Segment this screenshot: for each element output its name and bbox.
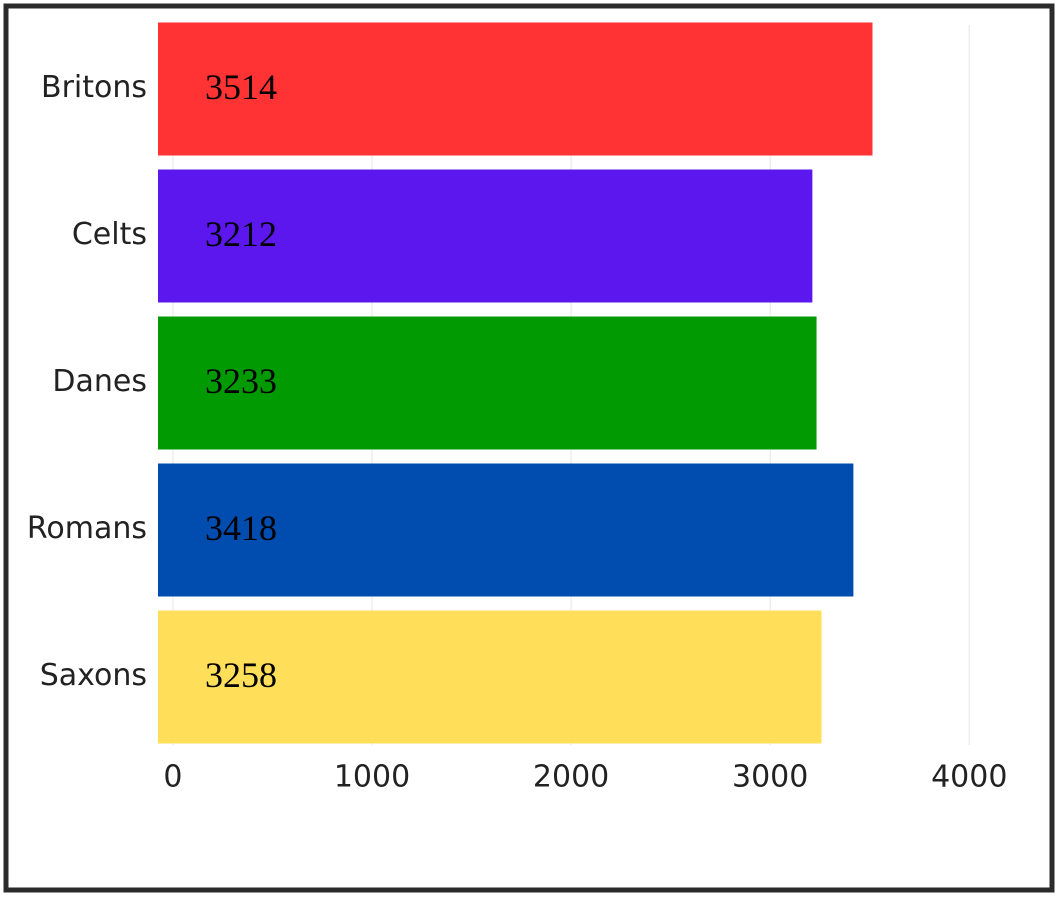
x-tick-label: 2000 bbox=[533, 760, 609, 795]
x-tick-label: 1000 bbox=[334, 760, 410, 795]
value-label: 3258 bbox=[205, 655, 277, 695]
y-tick-label: Danes bbox=[52, 364, 147, 399]
y-tick-label: Britons bbox=[41, 70, 147, 105]
bar bbox=[158, 22, 873, 156]
x-tick-label: 0 bbox=[163, 760, 182, 795]
value-label: 3418 bbox=[205, 508, 277, 548]
bar bbox=[158, 463, 854, 597]
y-tick-label: Celts bbox=[72, 217, 147, 252]
value-label: 3514 bbox=[205, 67, 277, 107]
y-tick-label: Romans bbox=[27, 511, 147, 546]
bar bbox=[158, 610, 822, 744]
y-tick-label: Saxons bbox=[40, 658, 147, 693]
x-tick-label: 3000 bbox=[732, 760, 808, 795]
value-label: 3212 bbox=[205, 214, 277, 254]
bar bbox=[158, 316, 817, 450]
value-label: 3233 bbox=[205, 361, 277, 401]
x-tick-label: 4000 bbox=[931, 760, 1007, 795]
bar bbox=[158, 169, 813, 303]
